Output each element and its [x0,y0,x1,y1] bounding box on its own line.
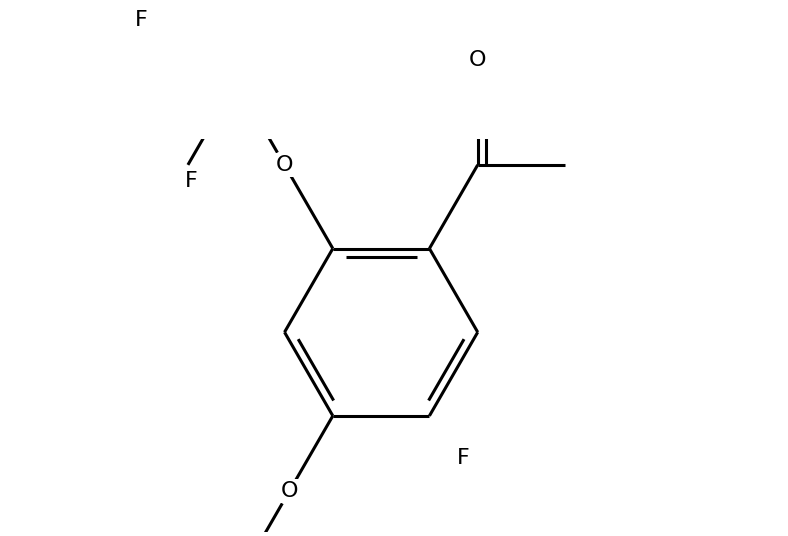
Text: F: F [135,10,147,29]
Text: F: F [457,448,470,468]
Text: F: F [184,172,198,191]
Text: O: O [281,481,298,501]
Text: O: O [469,50,486,70]
Text: O: O [276,155,293,175]
